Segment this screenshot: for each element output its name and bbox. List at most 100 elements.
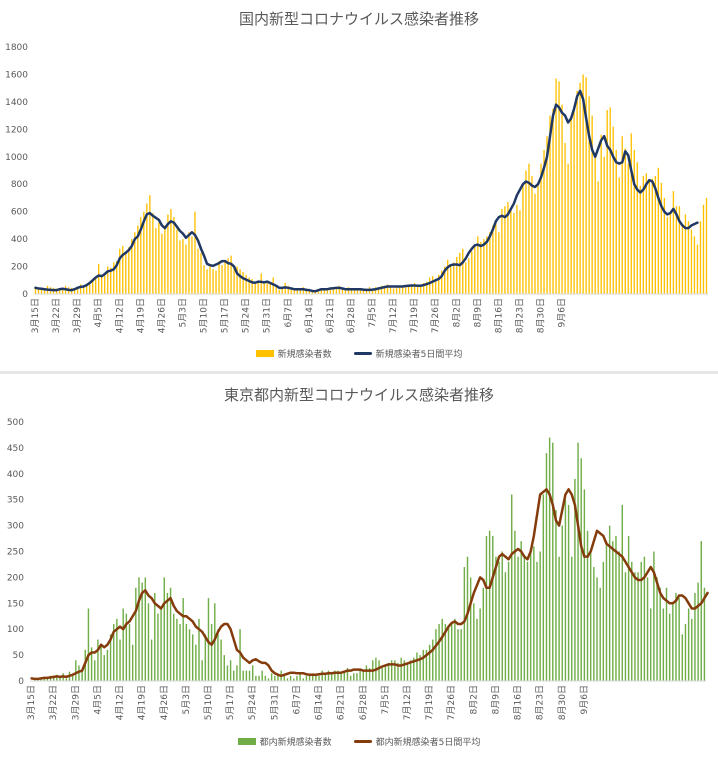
bar [471, 251, 473, 294]
y-tick-label: 0 [22, 290, 28, 300]
bar [546, 136, 548, 294]
x-tick-label: 3月15日 [26, 685, 37, 720]
bar [636, 162, 638, 294]
bar [227, 258, 229, 294]
bar [380, 285, 383, 294]
bar [138, 577, 140, 681]
x-tick-label: 5月17日 [225, 685, 236, 720]
bar [321, 670, 323, 681]
bar [209, 266, 211, 294]
bar [350, 288, 353, 294]
bar [85, 285, 88, 294]
series-line [30, 488, 709, 681]
bar [621, 136, 623, 294]
bar [261, 670, 263, 681]
x-tick-label: 3月29日 [72, 298, 83, 333]
bar [40, 288, 43, 294]
y-tick-label: 800 [11, 180, 28, 190]
bar [536, 561, 538, 681]
legend-swatch-bars [255, 350, 274, 357]
bar [34, 679, 36, 681]
bar [539, 551, 541, 681]
x-tick-label: 5月24日 [247, 685, 258, 720]
bar [594, 156, 596, 294]
x-tick-label: 8月2日 [468, 685, 479, 714]
bar [558, 556, 560, 681]
legend-item-bars: 新規感染者数 [255, 347, 332, 360]
bar [624, 148, 626, 294]
bar [210, 624, 213, 681]
legend-label-bars: 新規感染者数 [277, 350, 332, 360]
bar [334, 670, 336, 681]
bar [302, 678, 304, 681]
bar [425, 649, 428, 681]
bar [492, 535, 494, 681]
bar [507, 202, 509, 294]
bar [314, 291, 317, 294]
bar [154, 592, 156, 681]
bar [302, 287, 304, 294]
bar [447, 259, 449, 294]
bar [305, 675, 308, 681]
bar [394, 660, 396, 681]
bar [251, 665, 254, 681]
bar [422, 649, 424, 681]
bar [289, 675, 292, 681]
bar [564, 143, 566, 294]
y-tick-label: 450 [7, 444, 24, 454]
bar [663, 197, 666, 294]
x-tick-label: 8月9日 [472, 298, 483, 327]
national-chart-svg: 0 200 400 600 800 1000 1200 1400 1600 1800 3月15日 3月… [5, 43, 708, 333]
bar [602, 561, 605, 681]
bar [558, 81, 560, 294]
bar [329, 289, 332, 294]
bar [407, 285, 410, 294]
bar [374, 287, 377, 294]
bar [549, 115, 551, 294]
bar [528, 163, 530, 294]
bar [482, 587, 485, 681]
x-tick-label: 6月7日 [283, 298, 294, 327]
series-line [34, 89, 699, 293]
bar [349, 675, 352, 681]
bar [223, 655, 225, 681]
bar [59, 676, 61, 681]
legend-swatch-line [353, 352, 372, 355]
x-tick-label: 5月31日 [269, 685, 280, 720]
bar [378, 660, 380, 681]
bar [201, 660, 203, 681]
bar [318, 675, 320, 681]
bar [409, 660, 412, 681]
y-tick-label: 500 [7, 418, 24, 428]
x-tick-label: 8月30日 [536, 298, 547, 333]
bar [419, 284, 422, 294]
bar [274, 675, 276, 681]
bar [700, 541, 702, 681]
bar [543, 149, 545, 294]
bar [633, 149, 635, 294]
bar [401, 285, 404, 294]
bar [381, 668, 383, 681]
bar [648, 181, 650, 294]
bar [230, 255, 232, 294]
bar [457, 629, 459, 681]
bar [140, 217, 142, 294]
chart-legend: 都内新規感染者数 都内新規感染者5日間平均 [0, 735, 718, 748]
bar [387, 662, 390, 681]
bar [583, 489, 586, 681]
bar [341, 288, 344, 294]
bar [438, 624, 440, 681]
bar [567, 163, 569, 294]
bar [531, 175, 533, 294]
x-tick-label: 6月7日 [291, 685, 302, 714]
x-tick-label: 8月2日 [451, 298, 462, 327]
bar [406, 662, 409, 681]
bar [221, 265, 223, 294]
bar [287, 285, 289, 294]
bar [450, 265, 452, 294]
bar [507, 561, 510, 681]
bar [215, 270, 217, 294]
bar [338, 285, 341, 294]
bar [146, 203, 148, 294]
bar [277, 675, 279, 681]
